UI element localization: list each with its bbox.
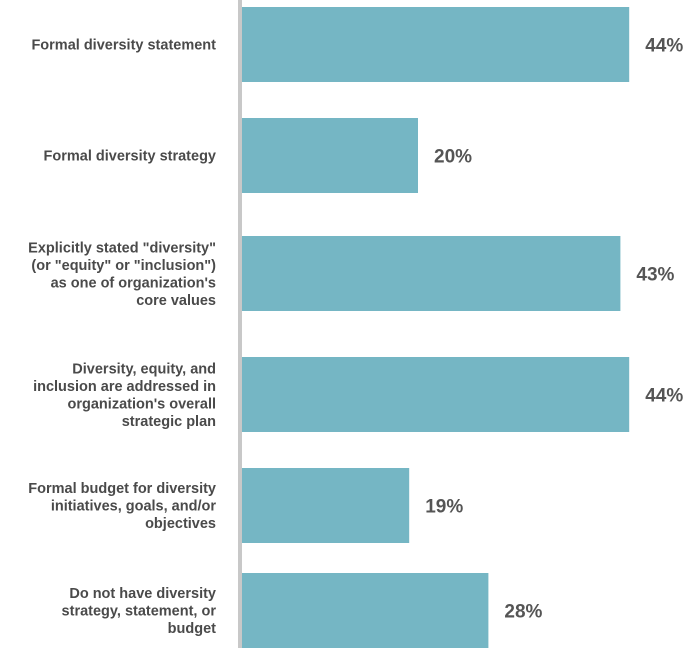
bar-3 bbox=[242, 236, 621, 311]
category-label-1: Formal diversity statement bbox=[31, 38, 216, 54]
category-label-line: strategy, statement, or bbox=[62, 604, 217, 620]
value-label-6: 28% bbox=[504, 602, 542, 623]
category-label-line: core values bbox=[136, 293, 216, 309]
value-label-4: 44% bbox=[645, 386, 683, 407]
category-label-line: budget bbox=[168, 621, 216, 637]
bar-6 bbox=[242, 573, 489, 648]
category-label-line: Do not have diversity bbox=[69, 586, 216, 602]
value-label-3: 43% bbox=[636, 265, 674, 286]
category-label-line: strategic plan bbox=[122, 414, 216, 430]
category-label-3: Explicitly stated "diversity" (or "equity… bbox=[28, 240, 216, 309]
category-label-line: Explicitly stated "diversity" bbox=[28, 240, 216, 256]
category-label-line: Formal diversity strategy bbox=[44, 149, 216, 165]
category-label-line: as one of organization's bbox=[51, 275, 216, 291]
category-label-6: Do not have diversity strategy, statement… bbox=[62, 586, 217, 637]
category-label-line: objectives bbox=[145, 516, 216, 532]
category-label-5: Formal budget for diversity initiatives, … bbox=[28, 481, 216, 532]
bar-1 bbox=[242, 7, 630, 82]
value-label-5: 19% bbox=[425, 497, 463, 518]
category-label-line: initiatives, goals, and/or bbox=[51, 499, 217, 515]
value-label-1: 44% bbox=[645, 36, 683, 57]
category-label-2: Formal diversity strategy bbox=[44, 149, 216, 165]
category-label-4: Diversity, equity, and inclusion are addr… bbox=[33, 361, 216, 430]
bar-2 bbox=[242, 118, 418, 193]
category-label-line: Formal budget for diversity bbox=[28, 481, 216, 497]
category-label-line: (or "equity" or "inclusion") bbox=[31, 258, 216, 274]
category-label-line: Diversity, equity, and bbox=[72, 361, 216, 377]
bar-5 bbox=[242, 468, 410, 543]
category-label-line: Formal diversity statement bbox=[31, 38, 216, 54]
bar-4 bbox=[242, 357, 630, 432]
value-label-2: 20% bbox=[434, 147, 472, 168]
category-label-line: inclusion are addressed in bbox=[33, 379, 216, 395]
category-label-line: organization's overall bbox=[68, 396, 216, 412]
